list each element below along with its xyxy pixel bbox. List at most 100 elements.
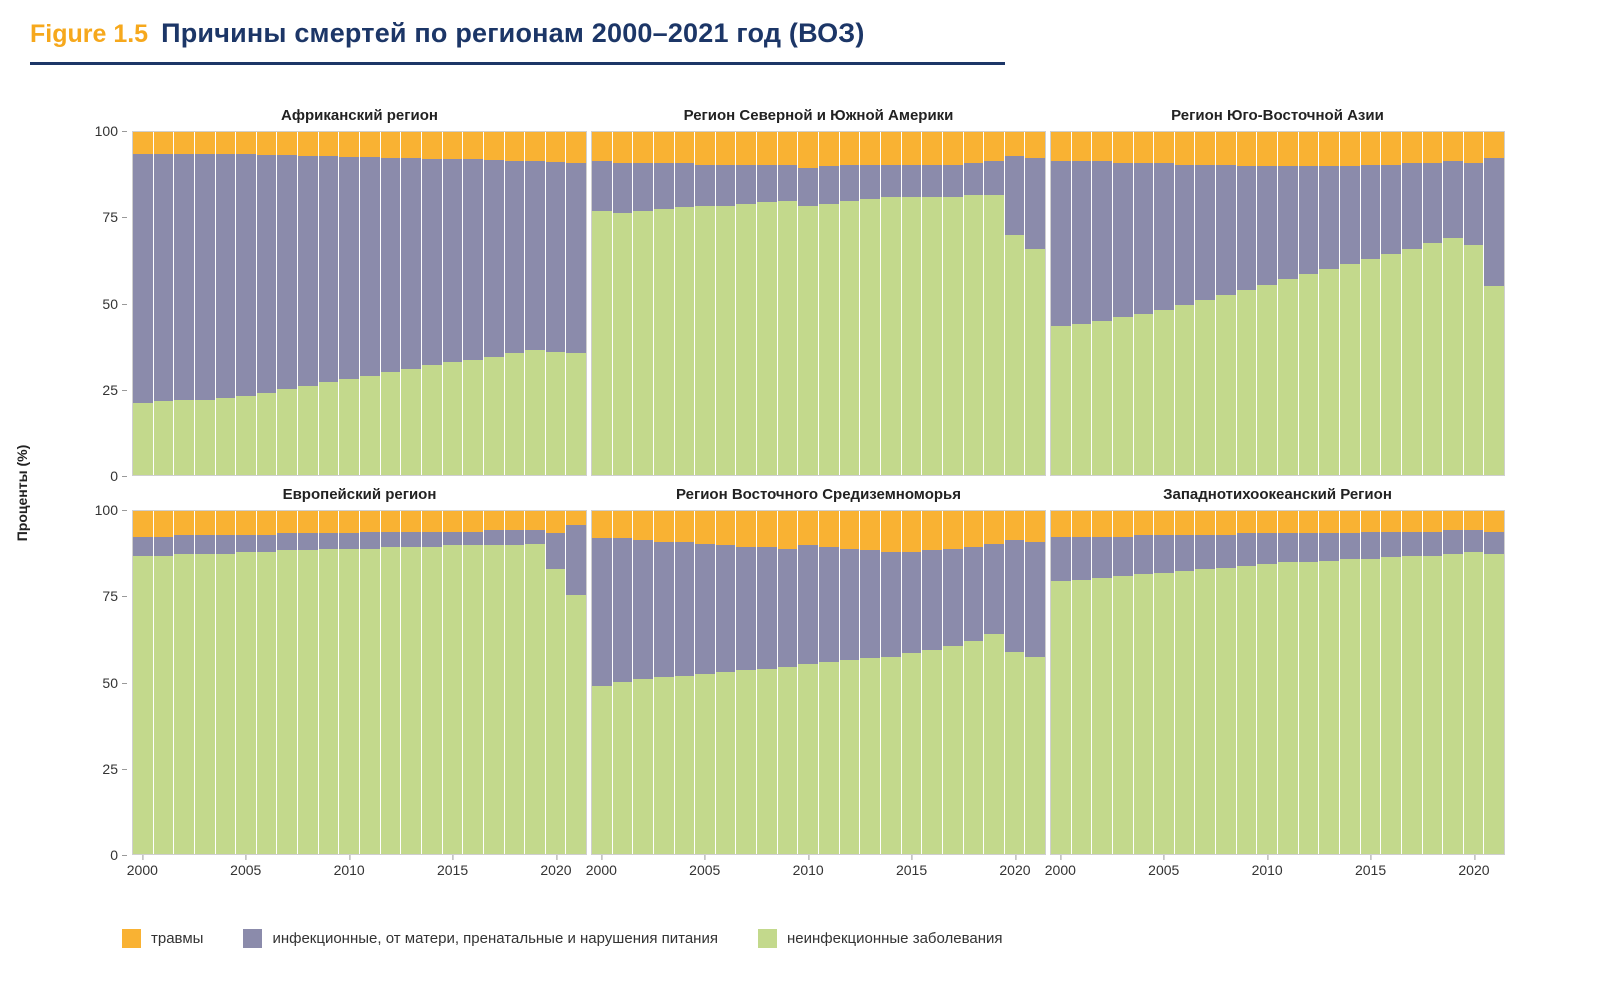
injuries-segment [1339, 511, 1360, 534]
noncommunicable-segment [695, 205, 715, 475]
injuries-segment [777, 511, 798, 549]
x-tick-label: 2005 [689, 855, 721, 878]
infectious-segment [1004, 156, 1025, 235]
injuries-segment [612, 511, 633, 539]
y-tick-label: 25 [102, 381, 127, 398]
injuries-segment [963, 132, 984, 163]
injuries-segment [318, 132, 339, 156]
noncommunicable-segment [1422, 555, 1443, 854]
stacked-bars [1051, 132, 1504, 475]
infectious-segment [1278, 533, 1298, 563]
injuries-segment [1216, 132, 1236, 165]
injuries-segment [1319, 132, 1339, 167]
bar-western-pacific-2002 [1092, 511, 1112, 854]
injuries-segment [401, 132, 421, 159]
injuries-segment [1092, 132, 1112, 162]
infectious-segment [463, 531, 483, 546]
noncommunicable-segment [819, 661, 839, 854]
injuries-segment [194, 132, 215, 155]
noncommunicable-swatch-icon [757, 929, 777, 948]
bar-eastern-mediterranean-2004 [674, 511, 695, 854]
bar-americas-2004 [674, 132, 695, 475]
noncommunicable-segment [880, 656, 901, 854]
bar-european-2020 [545, 511, 566, 854]
noncommunicable-segment [880, 197, 901, 475]
infectious-segment [984, 161, 1004, 196]
noncommunicable-segment [860, 198, 880, 475]
noncommunicable-segment [1004, 234, 1025, 475]
noncommunicable-segment [1339, 559, 1360, 854]
infectious-segment [1443, 529, 1463, 554]
injuries-segment [256, 132, 277, 155]
noncommunicable-segment [592, 685, 612, 854]
noncommunicable-segment [256, 552, 277, 854]
y-axis-title: Проценты (%) [14, 444, 30, 542]
bar-americas-2011 [819, 132, 839, 475]
y-axis-row1: 100 75 50 25 0 [84, 105, 128, 484]
infectious-segment [1463, 162, 1484, 246]
infectious-segment [194, 154, 215, 400]
bar-european-2009 [318, 511, 339, 854]
injuries-segment [174, 511, 194, 535]
noncommunicable-segment [1360, 559, 1381, 854]
infectious-segment [504, 160, 525, 354]
infectious-segment [1174, 164, 1195, 306]
injuries-segment [860, 511, 880, 551]
y-tick-label: 75 [102, 209, 127, 226]
bar-south-east-asia-2009 [1236, 132, 1257, 475]
infectious-segment [525, 529, 545, 544]
bar-south-east-asia-2000 [1051, 132, 1071, 475]
noncommunicable-segment [133, 555, 153, 854]
injuries-segment [1463, 511, 1484, 530]
bar-african-2007 [277, 132, 298, 475]
infectious-segment [1298, 166, 1319, 275]
injuries-segment [984, 511, 1004, 544]
noncommunicable-segment [339, 378, 360, 475]
x-tick-label: 2010 [1251, 855, 1283, 878]
bar-south-east-asia-2003 [1112, 132, 1133, 475]
injuries-segment [1484, 132, 1504, 158]
noncommunicable-segment [504, 353, 525, 475]
bar-western-pacific-2010 [1257, 511, 1278, 854]
injuries-segment [653, 132, 674, 163]
noncommunicable-segment [256, 392, 277, 475]
noncommunicable-segment [777, 667, 798, 854]
infectious-segment [819, 547, 839, 662]
infectious-segment [860, 164, 880, 199]
injuries-segment [360, 132, 380, 158]
bar-western-pacific-2005 [1154, 511, 1174, 854]
noncommunicable-segment [1401, 248, 1422, 475]
injuries-segment [1092, 511, 1112, 537]
bar-european-2007 [277, 511, 298, 854]
noncommunicable-segment [1278, 279, 1298, 475]
noncommunicable-segment [133, 402, 153, 475]
injuries-segment [380, 511, 401, 532]
infectious-segment [463, 159, 483, 361]
infectious-segment [715, 545, 736, 673]
bar-african-2005 [236, 132, 256, 475]
noncommunicable-segment [1443, 238, 1463, 475]
bar-south-east-asia-2005 [1154, 132, 1174, 475]
injuries-segment [798, 132, 819, 168]
bar-eastern-mediterranean-2019 [984, 511, 1004, 854]
panel-title: Европейский регион [282, 486, 437, 503]
x-tick-label: 2010 [792, 855, 824, 878]
y-axis-row2: 100 75 50 25 0 [84, 484, 128, 881]
bar-eastern-mediterranean-2008 [757, 511, 777, 854]
noncommunicable-segment [984, 195, 1004, 475]
injuries-segment [1278, 132, 1298, 167]
noncommunicable-segment [1484, 286, 1504, 475]
infectious-segment [984, 543, 1004, 635]
injuries-segment [339, 511, 360, 534]
infectious-segment [298, 156, 318, 386]
noncommunicable-segment [1319, 560, 1339, 854]
noncommunicable-segment [401, 368, 421, 475]
injuries-segment [277, 132, 298, 156]
injuries-segment [695, 132, 715, 165]
bar-western-pacific-2013 [1319, 511, 1339, 854]
noncommunicable-segment [339, 548, 360, 854]
y-tick-label: 0 [110, 468, 127, 484]
noncommunicable-segment [695, 673, 715, 854]
noncommunicable-segment [633, 679, 653, 854]
injuries-segment [1216, 511, 1236, 535]
